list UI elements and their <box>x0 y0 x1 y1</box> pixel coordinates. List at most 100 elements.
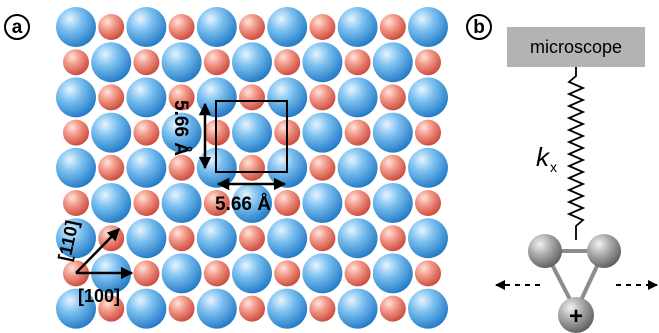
cation-atom <box>239 14 265 40</box>
rocksalt-lattice <box>56 7 448 329</box>
anion-atom <box>267 218 307 258</box>
anion-atom <box>373 183 413 223</box>
anion-atom <box>338 77 378 117</box>
cation-atom <box>380 155 406 181</box>
spring-constant-subscript: x <box>550 159 557 175</box>
anion-atom <box>408 7 448 47</box>
spring-constant-label: kx <box>536 142 557 175</box>
cation-atom <box>415 120 441 146</box>
cation-atom <box>380 14 406 40</box>
cation-atom <box>98 155 124 181</box>
anion-atom <box>338 7 378 47</box>
anion-atom <box>126 218 166 258</box>
anion-atom <box>126 289 166 329</box>
panel-a-letter: a <box>12 17 23 38</box>
cation-atom <box>239 225 265 251</box>
anion-atom <box>302 183 342 223</box>
anion-atom <box>338 218 378 258</box>
cation-atom <box>380 84 406 110</box>
cation-atom <box>169 155 195 181</box>
cation-atom <box>133 260 159 286</box>
anion-atom <box>162 42 202 82</box>
direction-100-label: [100] <box>78 286 120 306</box>
charge-symbol: + <box>569 303 583 330</box>
anion-atom <box>126 77 166 117</box>
cation-atom <box>133 190 159 216</box>
anion-atom <box>91 42 131 82</box>
anion-atom <box>162 253 202 293</box>
anion-atom <box>408 289 448 329</box>
anion-atom <box>267 7 307 47</box>
cation-atom <box>169 14 195 40</box>
anion-atom <box>302 42 342 82</box>
cation-atom <box>63 190 89 216</box>
anion-atom <box>232 113 272 153</box>
cation-atom <box>274 49 300 75</box>
anion-atom <box>91 183 131 223</box>
cation-atom <box>239 296 265 322</box>
anion-atom <box>126 148 166 188</box>
panel-b: b microscope kx + <box>467 15 657 333</box>
panel-a: a 5.66 Å 5.66 Å [110] [100] <box>5 7 448 329</box>
anion-atom <box>232 42 272 82</box>
cation-atom <box>309 84 335 110</box>
cation-atom <box>415 190 441 216</box>
anion-atom <box>232 253 272 293</box>
cation-atom <box>239 155 265 181</box>
anion-atom <box>373 42 413 82</box>
vertical-dimension-label: 5.66 Å <box>170 100 191 156</box>
anion-atom <box>197 7 237 47</box>
cation-atom <box>169 225 195 251</box>
anion-atom <box>267 289 307 329</box>
anion-atom <box>162 183 202 223</box>
cation-atom <box>274 260 300 286</box>
panel-b-letter: b <box>473 17 485 38</box>
anion-atom <box>373 253 413 293</box>
microscope-label: microscope <box>530 37 622 57</box>
anion-atom <box>408 148 448 188</box>
anion-atom <box>302 253 342 293</box>
cation-atom <box>380 296 406 322</box>
anion-atom <box>302 113 342 153</box>
cation-atom <box>309 225 335 251</box>
anion-atom <box>197 218 237 258</box>
cation-atom <box>380 225 406 251</box>
panel-a-badge: a <box>5 15 29 39</box>
spring <box>569 67 583 240</box>
cation-atom <box>98 14 124 40</box>
molecule-atom-right <box>587 234 621 268</box>
cation-atom <box>345 49 371 75</box>
anion-atom <box>373 113 413 153</box>
cation-atom <box>204 49 230 75</box>
anion-atom <box>126 7 166 47</box>
anion-atom <box>91 113 131 153</box>
cation-atom <box>274 190 300 216</box>
anion-atom <box>338 148 378 188</box>
cation-atom <box>63 49 89 75</box>
molecule-atom-left <box>528 234 562 268</box>
cation-atom <box>169 296 195 322</box>
anion-atom <box>56 148 96 188</box>
spring-constant-symbol: k <box>536 142 551 172</box>
cation-atom <box>415 49 441 75</box>
panel-b-badge: b <box>467 15 491 39</box>
cation-atom <box>133 49 159 75</box>
cation-atom <box>204 260 230 286</box>
cation-atom <box>345 190 371 216</box>
cation-atom <box>133 120 159 146</box>
cation-atom <box>98 84 124 110</box>
anion-atom <box>56 7 96 47</box>
cation-atom <box>309 155 335 181</box>
anion-atom <box>56 77 96 117</box>
cation-atom <box>309 296 335 322</box>
anion-atom <box>197 289 237 329</box>
molecule: + <box>528 234 621 333</box>
anion-atom <box>338 289 378 329</box>
cation-atom <box>345 120 371 146</box>
horizontal-dimension-label: 5.66 Å <box>215 194 271 215</box>
cation-atom <box>63 120 89 146</box>
anion-atom <box>408 77 448 117</box>
cation-atom <box>309 14 335 40</box>
cation-atom <box>345 260 371 286</box>
